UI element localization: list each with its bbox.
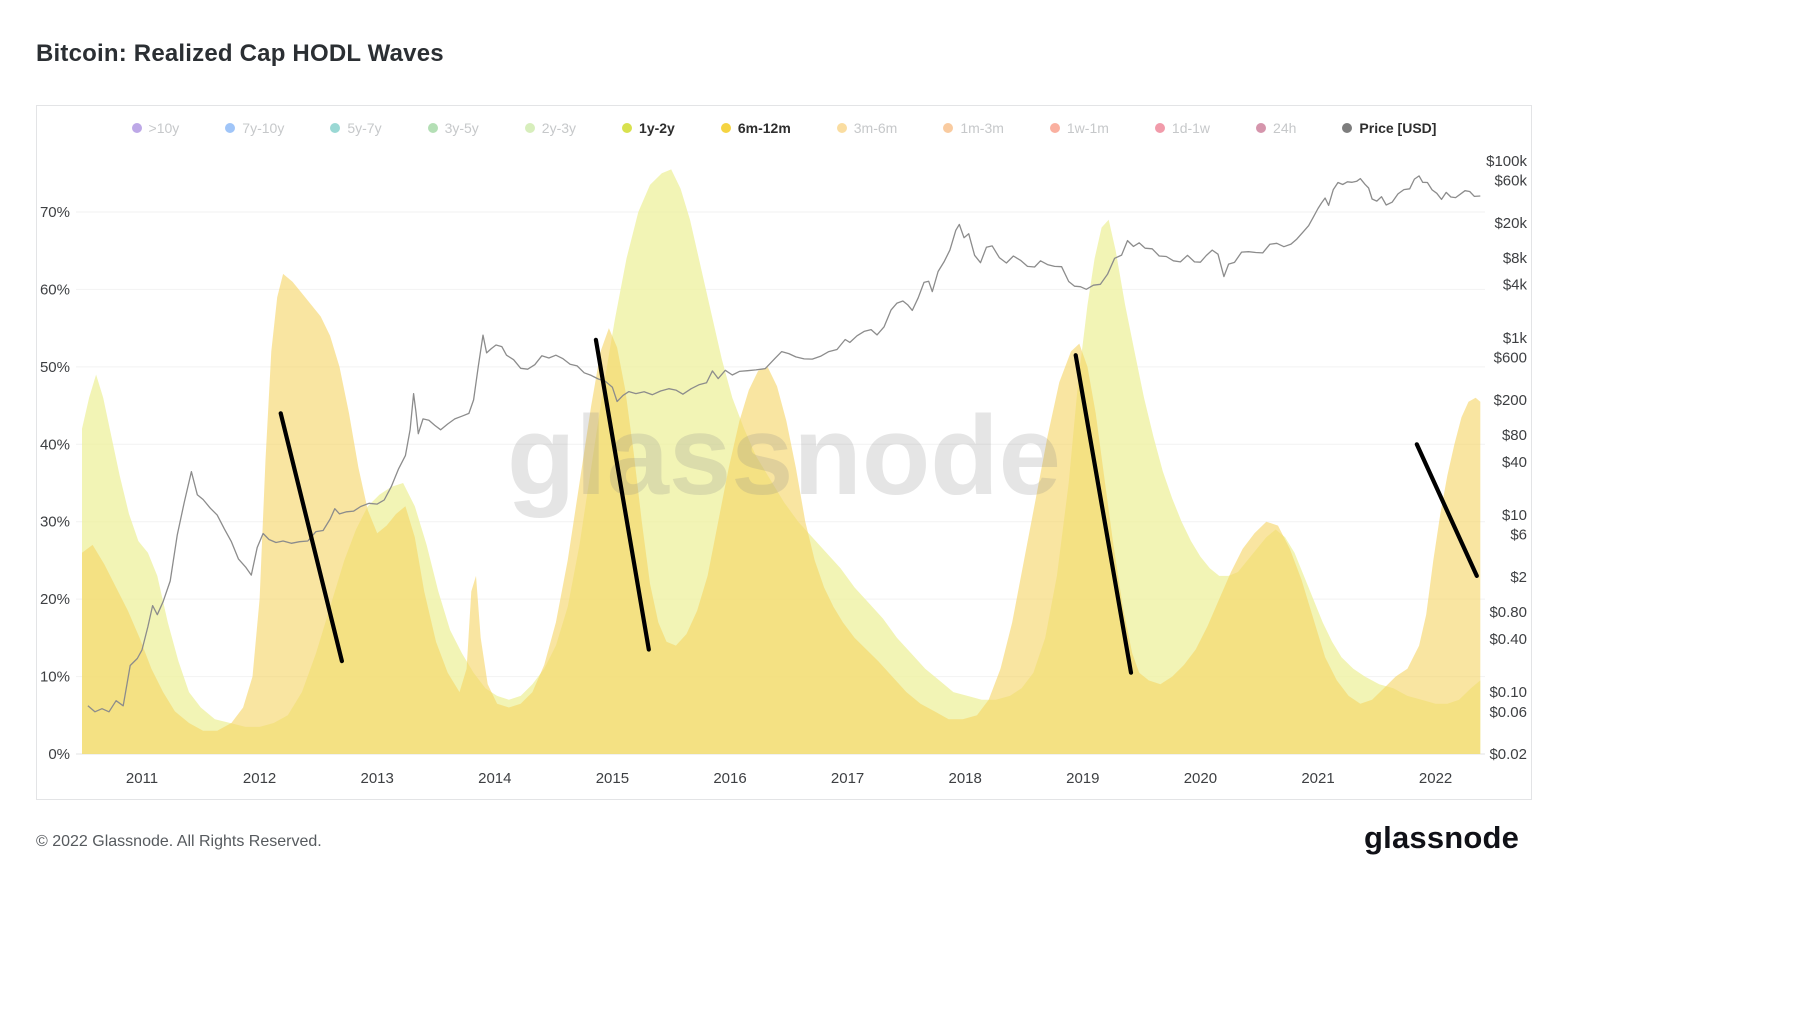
svg-text:$10: $10 (1502, 507, 1527, 524)
legend-item-price-usd[interactable]: Price [USD] (1342, 120, 1436, 136)
svg-text:10%: 10% (40, 669, 70, 686)
legend-label: Price [USD] (1359, 120, 1437, 136)
legend-label: 24h (1273, 120, 1297, 136)
svg-text:$0.06: $0.06 (1489, 704, 1527, 721)
legend-dot-icon (1154, 123, 1165, 133)
legend-item-3y-5y[interactable]: 3y-5y (427, 120, 479, 136)
legend-item-5y-7y[interactable]: 5y-7y (330, 120, 382, 136)
svg-text:2013: 2013 (361, 770, 394, 787)
legend-dot-icon (1256, 123, 1267, 133)
legend-dot-icon (943, 123, 954, 133)
svg-text:40%: 40% (40, 436, 70, 453)
legend-dot-icon (836, 123, 847, 133)
svg-text:30%: 30% (40, 514, 70, 531)
watermark: glassnode (507, 393, 1061, 518)
svg-text:$0.80: $0.80 (1489, 604, 1527, 621)
trend-annotation-4 (1414, 442, 1479, 578)
trend-annotation-3 (1073, 353, 1134, 675)
svg-text:2015: 2015 (596, 770, 629, 787)
legend-label: 1m-3m (960, 120, 1004, 136)
trend-annotation-2 (593, 337, 651, 652)
svg-text:2014: 2014 (478, 770, 511, 787)
legend-label: 7y-10y (242, 120, 285, 136)
svg-text:20%: 20% (40, 591, 70, 608)
legend-label: 1w-1m (1066, 120, 1109, 136)
svg-text:$0.40: $0.40 (1489, 631, 1527, 648)
legend-item-1m-3m[interactable]: 1m-3m (943, 120, 1004, 136)
svg-text:0%: 0% (48, 746, 70, 763)
y-left-axis-labels: 0% 10% 20% 30% 40% 50% 60% 70% (40, 204, 70, 763)
copyright-text: © 2022 Glassnode. All Rights Reserved. (36, 833, 322, 850)
svg-text:$80: $80 (1502, 427, 1527, 444)
y-right-axis-labels: $100k $60k $20k $8k $4k $1k $600 $200 $80 $40 $10 $… (1486, 153, 1527, 763)
legend-item-24h[interactable]: 24h (1256, 120, 1296, 136)
legend-dot-icon (427, 123, 438, 133)
legend-dot-icon (622, 123, 633, 133)
legend-item-10y[interactable]: >10y (131, 120, 180, 136)
legend-label: 5y-7y (347, 120, 382, 136)
legend-item-6m-12m[interactable]: 6m-12m (720, 120, 791, 136)
svg-text:$1k: $1k (1503, 330, 1528, 347)
legend-label: 1y-2y (639, 120, 675, 136)
svg-text:$4k: $4k (1503, 277, 1528, 294)
svg-text:$60k: $60k (1494, 173, 1527, 190)
svg-text:2022: 2022 (1419, 770, 1452, 787)
svg-text:2017: 2017 (831, 770, 864, 787)
glassnode-logo[interactable]: glassnode (1364, 820, 1520, 855)
svg-text:$8k: $8k (1503, 250, 1528, 267)
svg-text:2012: 2012 (243, 770, 276, 787)
svg-text:$40: $40 (1502, 454, 1527, 471)
svg-text:2016: 2016 (713, 770, 746, 787)
svg-text:2018: 2018 (949, 770, 982, 787)
svg-text:2019: 2019 (1066, 770, 1099, 787)
legend-dot-icon (330, 123, 341, 133)
trend-annotation-1 (278, 411, 344, 664)
legend-label: 3y-5y (444, 120, 479, 136)
svg-text:70%: 70% (40, 204, 70, 221)
svg-text:$0.02: $0.02 (1489, 746, 1527, 763)
legend: >10y 7y-10y 5y-7y 3y-5y 2y-3y 1y-2y 6m-12m 3m-6… (37, 120, 1531, 136)
svg-text:$2: $2 (1510, 569, 1527, 586)
svg-text:$200: $200 (1494, 392, 1527, 409)
legend-item-1y-2y[interactable]: 1y-2y (622, 120, 675, 136)
legend-item-1d-1w[interactable]: 1d-1w (1154, 120, 1211, 136)
legend-label: 1d-1w (1171, 120, 1211, 136)
legend-dot-icon (524, 123, 535, 133)
legend-dot-icon (720, 123, 731, 133)
svg-text:2011: 2011 (126, 770, 158, 787)
svg-text:2021: 2021 (1301, 770, 1334, 787)
legend-label: 3m-6m (853, 120, 898, 136)
svg-text:$100k: $100k (1486, 153, 1527, 170)
svg-text:50%: 50% (40, 359, 70, 376)
svg-text:$600: $600 (1494, 350, 1527, 367)
svg-text:$20k: $20k (1494, 215, 1527, 232)
legend-dot-icon (1049, 123, 1060, 133)
svg-text:2020: 2020 (1184, 770, 1217, 787)
chart-card: >10y 7y-10y 5y-7y 3y-5y 2y-3y 1y-2y 6m-12m 3m-6… (36, 105, 1532, 800)
page-title: Bitcoin: Realized Cap HODL Waves (36, 40, 444, 67)
legend-dot-icon (131, 123, 142, 133)
x-axis-labels: 2011 2012 2013 2014 2015 2016 2017 2018 2019 2020… (126, 770, 1452, 787)
area-6m-12m (82, 273, 1481, 754)
svg-text:$6: $6 (1510, 527, 1527, 544)
legend-label: 2y-3y (541, 120, 577, 136)
legend-dot-icon (1342, 123, 1353, 133)
svg-text:60%: 60% (40, 281, 70, 298)
price-line (87, 175, 1481, 713)
legend-dot-icon (225, 123, 236, 133)
svg-text:$0.10: $0.10 (1489, 684, 1527, 701)
legend-label: >10y (148, 120, 180, 136)
legend-label: 6m-12m (737, 120, 791, 136)
legend-item-2y-3y[interactable]: 2y-3y (524, 120, 577, 136)
area-1y-2y (82, 169, 1481, 754)
legend-item-1w-1m[interactable]: 1w-1m (1049, 120, 1109, 136)
legend-item-7y-10y[interactable]: 7y-10y (225, 120, 284, 136)
legend-item-3m-6m[interactable]: 3m-6m (836, 120, 898, 136)
